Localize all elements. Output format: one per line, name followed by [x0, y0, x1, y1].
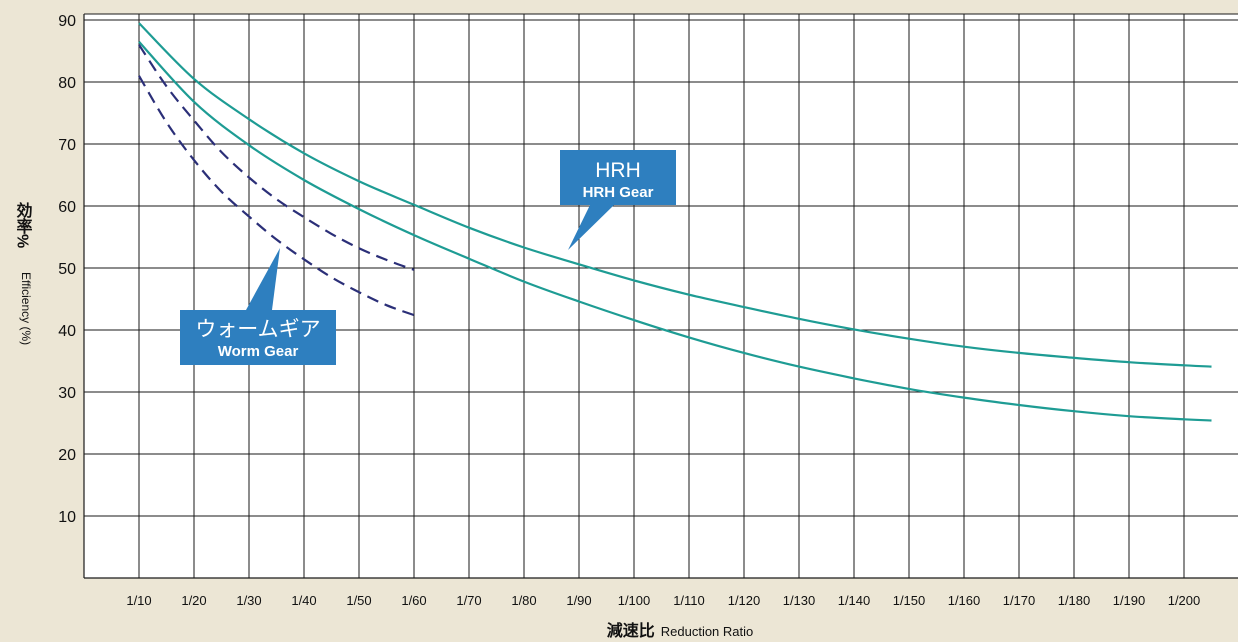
plot-area: [84, 14, 1238, 578]
x-tick-label: 1/110: [673, 593, 705, 608]
series-layer: [138, 22, 1212, 422]
y-axis-title: 効率% Efficiency (%): [14, 201, 34, 345]
y-axis-title-ja: 効率%: [14, 201, 33, 248]
y-tick-label: 50: [58, 261, 76, 278]
worm-efficiency-curve-2: [138, 44, 415, 271]
x-tick-label: 1/80: [511, 593, 536, 608]
worm-callout-pointer: [246, 248, 280, 310]
y-tick-label: 60: [58, 199, 76, 216]
x-tick-label: 1/150: [893, 593, 926, 608]
hrh-annotation: HRH HRH Gear: [560, 150, 676, 250]
x-tick-label: 1/140: [838, 593, 871, 608]
worm-callout-subtitle: Worm Gear: [218, 343, 299, 360]
hrh-callout-subtitle: HRH Gear: [583, 184, 654, 201]
hrh-callout-title: HRH: [595, 159, 641, 182]
x-tick-label: 1/120: [728, 593, 761, 608]
y-tick-label: 40: [58, 323, 76, 340]
x-tick-label: 1/160: [948, 593, 981, 608]
y-tick-label: 80: [58, 75, 76, 92]
x-tick-label: 1/200: [1168, 593, 1201, 608]
y-tick-label: 90: [58, 13, 76, 30]
worm-efficiency-curve-3: [138, 75, 415, 317]
x-tick-label: 1/60: [401, 593, 426, 608]
hrh-callout-pointer: [568, 205, 614, 250]
tick-labels: 1/10 1/20 1/30 1/40 1/50 1/60 1/70 1/80 1/90 1/10…: [58, 13, 1200, 608]
x-tick-label: 1/30: [236, 593, 261, 608]
grid-lines: [83, 13, 1238, 579]
hrh-efficiency-curve-1: [138, 40, 1212, 422]
x-axis-title-ja: 減速比: [607, 621, 655, 640]
x-tick-label: 1/40: [291, 593, 316, 608]
worm-callout-title: ウォームギア: [195, 318, 320, 341]
x-tick-label: 1/90: [566, 593, 591, 608]
y-tick-label: 10: [58, 509, 76, 526]
worm-callout-box: [180, 310, 336, 365]
hrh-callout-box: [560, 150, 676, 205]
y-tick-label: 30: [58, 385, 76, 402]
x-tick-label: 1/190: [1113, 593, 1146, 608]
x-tick-label: 1/70: [456, 593, 481, 608]
x-tick-label: 1/10: [126, 593, 151, 608]
worm-annotation: ウォームギア Worm Gear: [180, 248, 336, 365]
x-axis-title-en: Reduction Ratio: [661, 624, 754, 639]
x-tick-label: 1/180: [1058, 593, 1091, 608]
x-tick-label: 1/170: [1003, 593, 1036, 608]
x-axis-title: 減速比 Reduction Ratio: [607, 621, 754, 640]
y-axis-title-en: Efficiency (%): [19, 272, 33, 345]
y-tick-label: 20: [58, 447, 76, 464]
x-tick-label: 1/130: [783, 593, 816, 608]
hrh-efficiency-curve-0: [138, 22, 1212, 368]
x-tick-label: 1/20: [181, 593, 206, 608]
y-tick-label: 70: [58, 137, 76, 154]
x-tick-label: 1/100: [618, 593, 651, 608]
x-tick-label: 1/50: [346, 593, 371, 608]
